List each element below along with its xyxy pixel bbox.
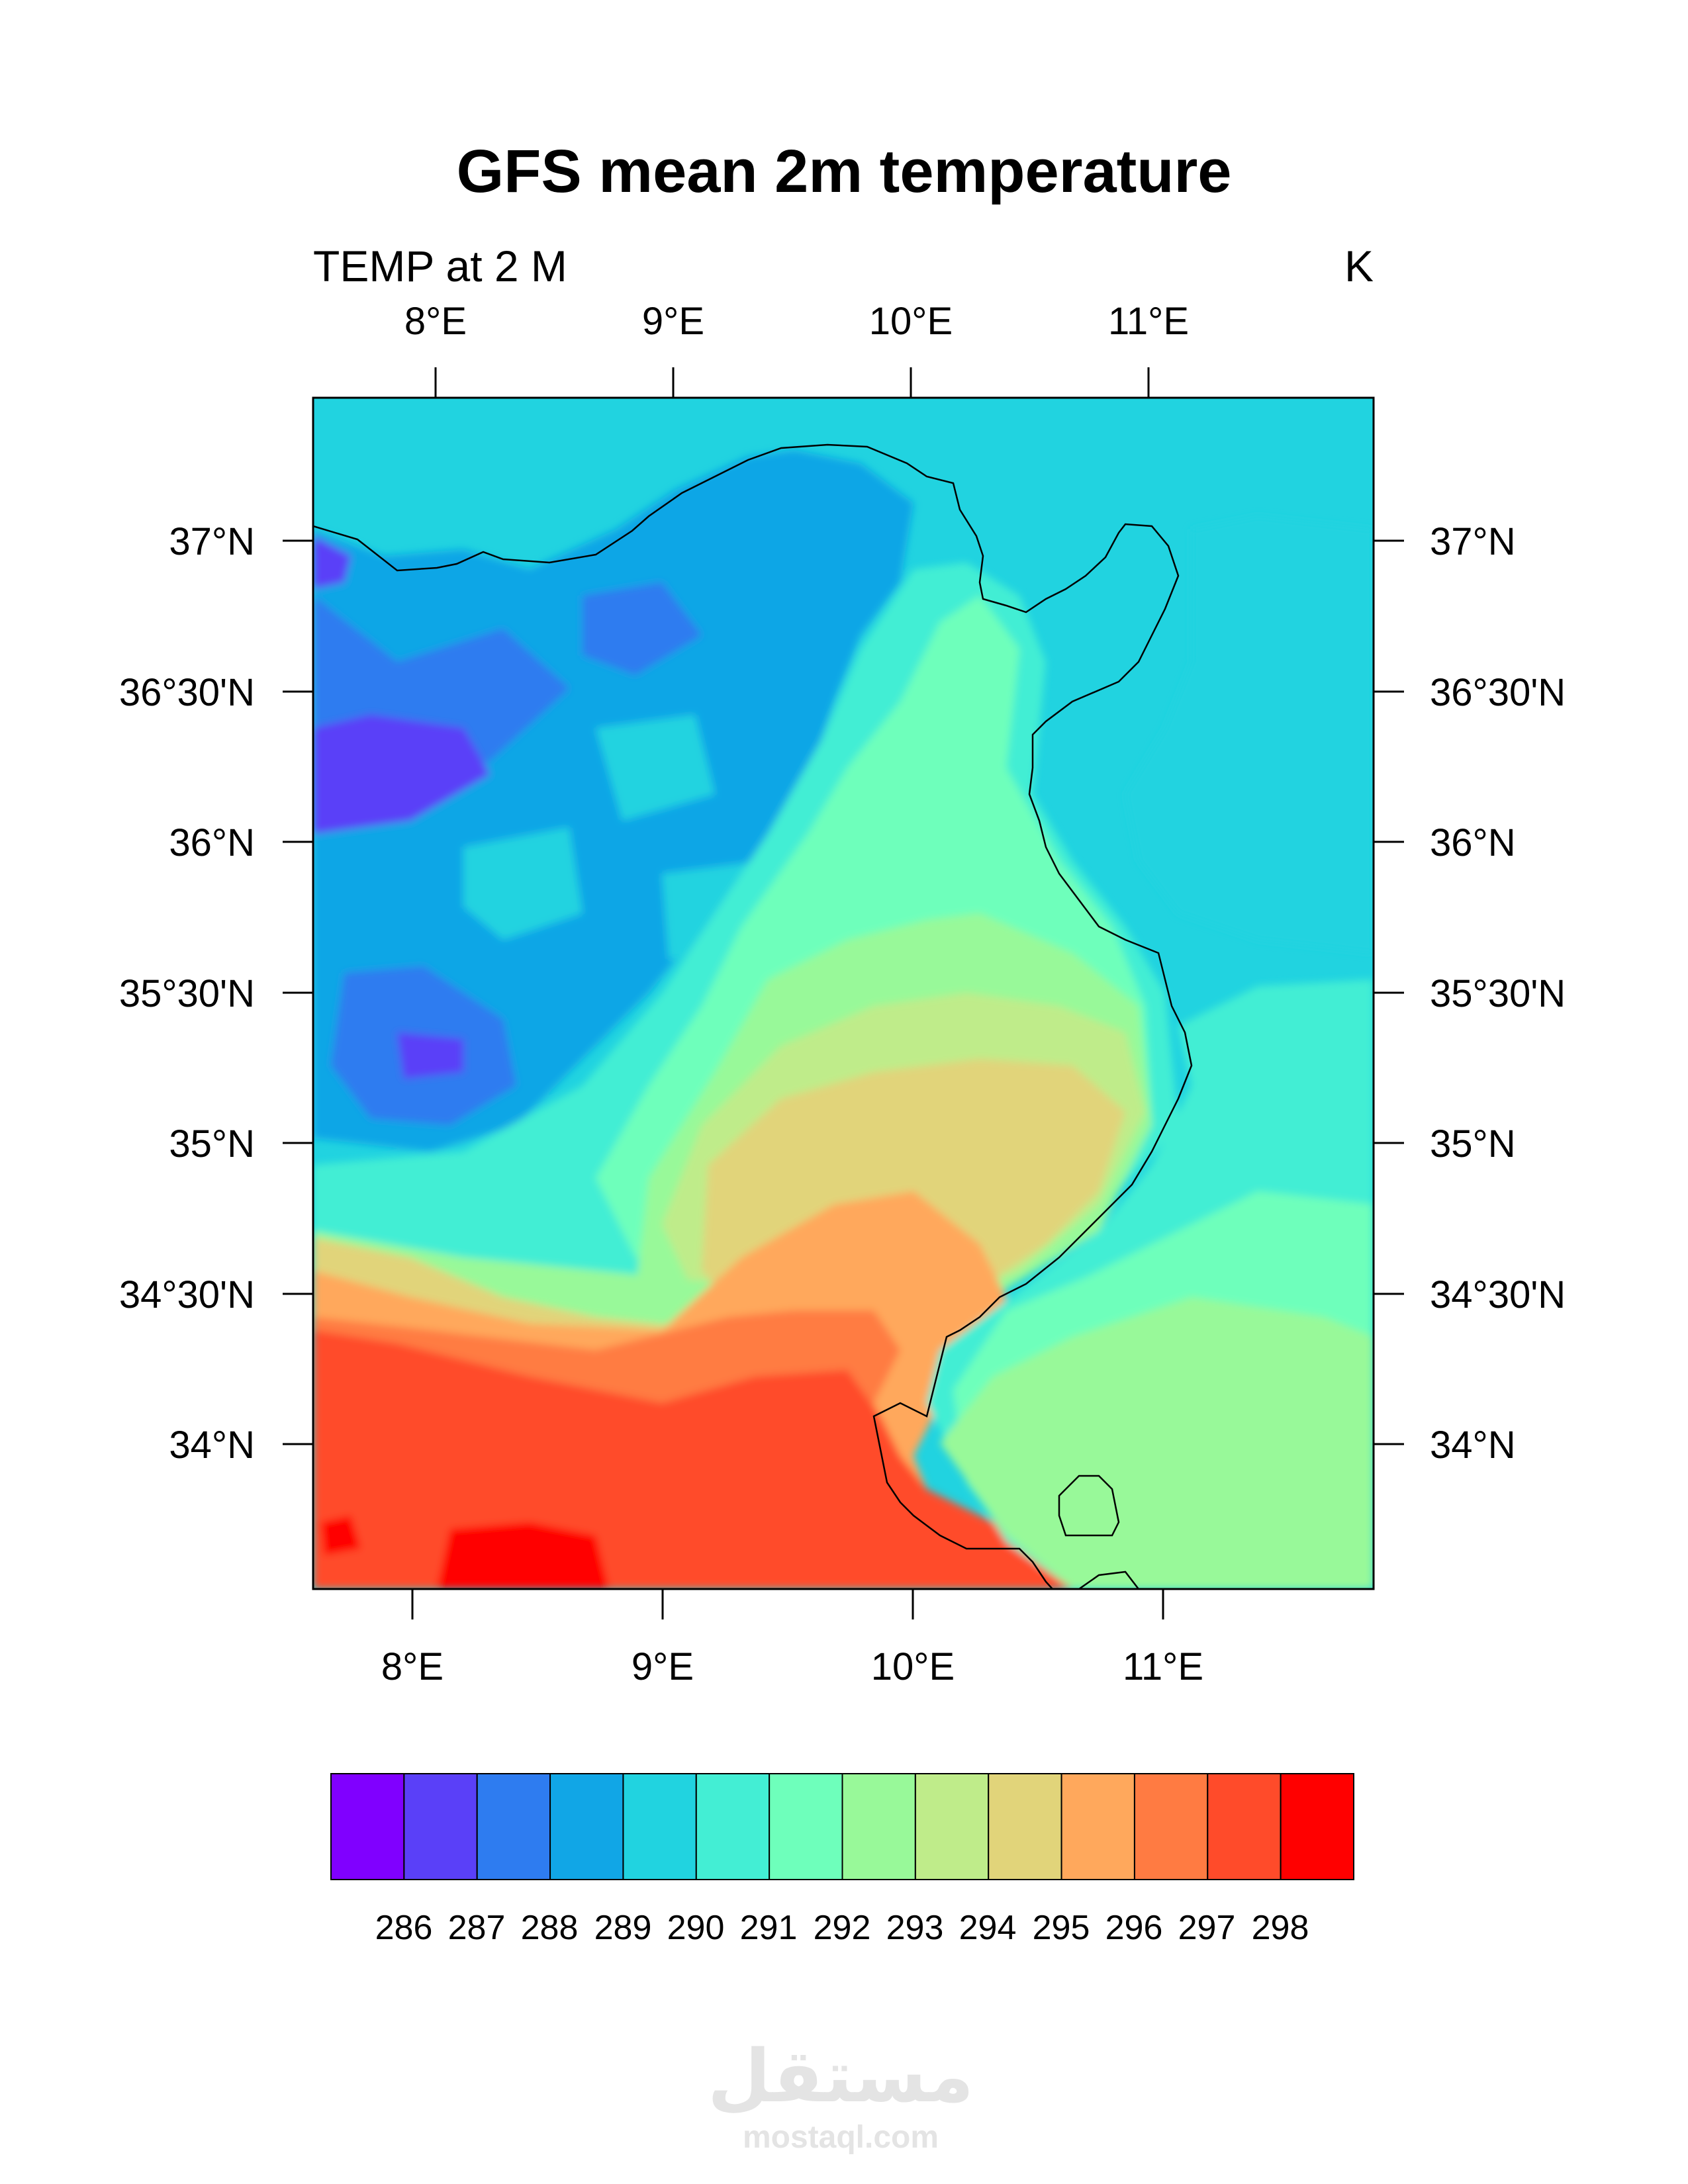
bottom-lon-label-9: 9°E [632,1645,694,1688]
lat-label-right-35-30: 35°30'N [1430,972,1566,1015]
colorbar-box [330,1773,405,1880]
watermark-logo: مستقل [708,2034,974,2118]
bottom-lon-label-8: 8°E [381,1645,444,1688]
colorbar-box [695,1773,771,1880]
colorbar-label-298: 298 [1252,1909,1309,1947]
lat-label-left-37: 37°N [169,520,255,563]
colorbar-box [988,1773,1062,1880]
colorbar-label-294: 294 [959,1909,1017,1947]
colorbar-box [1280,1773,1354,1880]
lat-label-right-34: 34°N [1430,1424,1516,1467]
colorbar-box [622,1773,697,1880]
lat-ticks [283,539,1404,1445]
top-lon-label-11: 11°E [1108,300,1189,343]
bottom-lon-axis [411,1589,1164,1619]
lat-label-right-35: 35°N [1430,1122,1516,1165]
colorbar-box [476,1773,551,1880]
colorbar-box [914,1773,990,1880]
lat-label-left-34: 34°N [169,1424,255,1467]
colorbar-label-291: 291 [740,1909,798,1947]
colorbar-box [769,1773,843,1880]
colorbar-label-293: 293 [886,1909,944,1947]
colorbar-box [841,1773,916,1880]
colorbar-box [549,1773,624,1880]
temperature-field [313,398,1374,1589]
island-djerba [1058,1475,1120,1537]
top-lon-label-9: 9°E [642,300,704,343]
colorbar-label-288: 288 [521,1909,579,1947]
top-lon-label-8: 8°E [404,300,467,343]
bottom-lon-label-10: 10°E [871,1645,955,1688]
units-label: K [1344,242,1374,291]
lat-label-left-35: 35°N [169,1122,255,1165]
colorbar-label-296: 296 [1105,1909,1163,1947]
lat-label-left-36-30: 36°30'N [119,671,255,714]
lat-label-left-35-30: 35°30'N [119,972,255,1015]
colorbar-box [403,1773,478,1880]
lat-label-left-34-30: 34°30'N [119,1273,255,1316]
bottom-lon-label-11: 11°E [1123,1645,1203,1688]
colorbar-box [1207,1773,1282,1880]
colorbar-label-295: 295 [1033,1909,1090,1947]
colorbar-box [1133,1773,1209,1880]
lat-label-right-36-30: 36°30'N [1430,671,1566,714]
variable-label: TEMP at 2 M [313,242,567,291]
lat-label-right-37: 37°N [1430,520,1516,563]
colorbar-box [1060,1773,1135,1880]
colorbar-label-287: 287 [448,1909,506,1947]
colorbar [330,1773,1354,1880]
colorbar-labels: 286 287 288 289 290 291 292 293 294 295 … [375,1909,1309,1947]
colorbar-label-286: 286 [375,1909,433,1947]
colorbar-label-289: 289 [594,1909,652,1947]
top-lon-axis [434,367,1150,398]
watermark-url: mostaql.com [743,2120,939,2155]
coastline [313,443,1193,1589]
lat-label-left-36: 36°N [169,821,255,864]
lat-label-right-34-30: 34°30'N [1430,1273,1566,1316]
map-title: GFS mean 2m temperature [457,138,1232,205]
top-lon-label-10: 10°E [869,300,953,343]
colorbar-label-297: 297 [1178,1909,1236,1947]
colorbar-label-292: 292 [814,1909,871,1947]
lat-label-right-36: 36°N [1430,821,1516,864]
colorbar-label-290: 290 [667,1909,725,1947]
